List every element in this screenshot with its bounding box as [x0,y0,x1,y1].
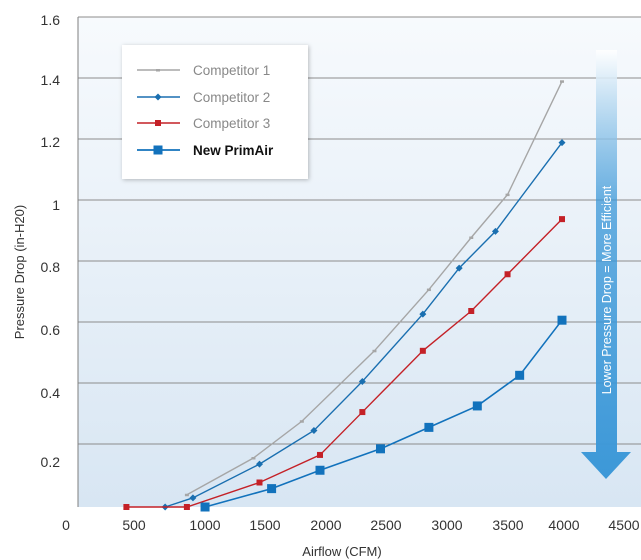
y-tick-label: 0.8 [41,259,61,275]
legend-label: Competitor 1 [193,63,270,78]
data-point-marker [515,370,525,380]
series-competitor-2 [161,139,566,511]
y-axis-label: Pressure Drop (in-H20) [12,205,27,339]
x-tick-label: 3000 [431,517,462,533]
y-tick-label: 0.4 [41,385,61,401]
y-tick-label: 1.2 [41,134,61,150]
x-tick-label: 3500 [492,517,523,533]
data-point-marker [358,377,366,385]
data-point-marker [505,193,510,197]
data-point-marker [153,145,163,155]
series-line [204,319,563,508]
x-tick-label: 2000 [310,517,341,533]
legend-label: Competitor 2 [193,90,270,105]
series-line [186,81,563,496]
efficiency-arrow: Lower Pressure Drop = More Efficient [581,50,631,479]
x-axis-label: Airflow (CFM) [302,544,381,559]
data-point-marker [256,460,263,468]
data-point-marker [419,310,427,318]
data-point-marker [559,216,565,223]
data-point-marker [426,288,431,292]
data-point-marker [267,484,277,494]
data-point-marker [155,120,161,126]
x-tick-label: 0 [62,517,70,533]
data-point-marker [491,227,499,235]
data-point-marker [359,409,366,416]
y-tick-label: 0.6 [41,322,61,338]
data-point-marker [455,264,463,272]
data-point-marker [469,236,474,239]
data-point-marker [183,504,190,510]
data-point-marker [256,479,263,486]
data-point-marker [299,420,304,423]
y-tick-label: 1 [52,197,60,213]
y-tick-label: 0.2 [41,454,61,470]
series-new-primair [200,315,567,512]
y-tick-label: 1.4 [41,72,61,88]
data-point-marker [424,422,434,432]
data-point-marker [251,457,256,460]
data-point-marker [317,451,323,458]
data-point-marker [315,465,325,475]
data-point-marker [419,347,426,354]
x-tick-label: 1500 [249,517,280,533]
data-point-marker [376,444,385,454]
data-point-marker [558,139,566,147]
series-competitor-3 [123,216,565,510]
data-point-marker [123,504,130,510]
data-point-marker [200,502,210,512]
data-point-marker [468,308,475,314]
legend-label: Competitor 3 [193,116,270,131]
data-point-marker [372,349,377,353]
legend: Competitor 1 Competitor 2 Competitor 3 New … [122,45,308,179]
data-point-marker [472,401,482,411]
x-tick-label: 4500 [608,517,639,533]
x-tick-label: 4000 [548,517,579,533]
series-competitor-1 [184,80,564,497]
data-point-marker [560,80,564,83]
data-point-marker [557,315,567,325]
data-point-marker [156,69,160,72]
y-tick-label: 1.6 [41,12,61,28]
x-tick-label: 500 [122,517,146,533]
down-arrow-icon [581,50,631,479]
data-point-marker [189,494,197,502]
efficiency-annotation: Lower Pressure Drop = More Efficient [600,185,614,394]
data-point-marker [184,493,189,497]
x-tick-label: 1000 [189,517,220,533]
data-point-marker [310,426,318,434]
tick-labels: 0.2 0.4 0.6 0.8 1 1.2 1.4 1.6 0 500 1000 1500 2000 25… [41,12,640,533]
legend-label: New PrimAir [193,143,274,158]
series-layer [123,80,567,512]
data-point-marker [504,271,511,278]
data-point-marker [154,93,162,101]
x-tick-label: 2500 [370,517,401,533]
legend-box [122,45,308,179]
